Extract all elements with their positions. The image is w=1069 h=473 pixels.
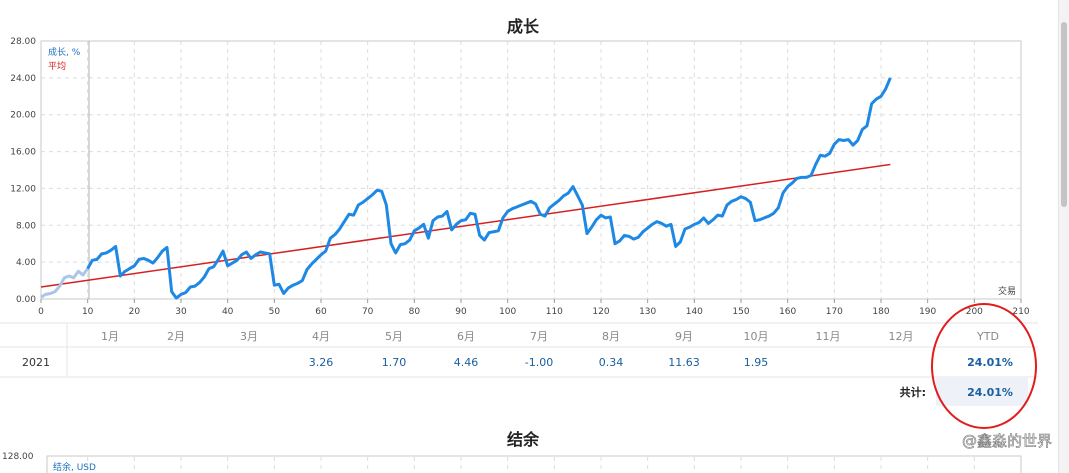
grid-lines [41,41,1021,299]
ytd-header: YTD [976,330,999,343]
month-header: 1月 [101,330,119,343]
balance-chart-title: 结余 [506,430,540,449]
plot-area [40,40,1022,300]
x-tick-label: 210 [1012,307,1029,317]
y-tick-label: 0.00 [16,295,36,305]
y-tick-label: 12.00 [10,184,36,194]
x-tick-label: 50 [269,307,281,317]
month-header: 5月 [385,330,403,343]
x-tick-label: 150 [732,307,749,317]
growth-line-initial [40,267,89,299]
x-tick-label: 130 [639,307,656,317]
legend-growth: 成长, % [48,46,81,58]
y-tick-label: 4.00 [16,258,36,268]
x-tick-label: 180 [872,307,889,317]
average-line [40,163,891,288]
x-tick-label: 110 [546,307,563,317]
balance-plot-area [46,455,1022,473]
legend-average: 平均 [48,60,66,72]
chart-title: 成长 [507,17,540,36]
month-value: 1.95 [744,356,769,369]
month-header: 10月 [744,330,769,343]
watermark-text: @鑫淼的世界 [962,432,1052,450]
month-header-row: 1月 2月 3月 4月 5月 6月 7月 8月 9月 10月 11月 12月 [101,330,914,343]
balance-grid-lines [87,457,975,473]
month-header: 4月 [312,330,330,343]
scrollbar-thumb[interactable] [1061,22,1067,207]
x-tick-label: 90 [455,307,467,317]
balance-y-tick: 128.00 [2,452,34,462]
x-tick-label: 200 [966,307,983,317]
month-value: -1.00 [525,356,553,369]
x-tick-label: 120 [592,307,609,317]
x-tick-label: 0 [38,307,44,317]
month-value: 3.26 [309,356,334,369]
y-tick-label: 20.00 [10,111,36,121]
month-value: 0.34 [599,356,624,369]
vertical-scrollbar[interactable] [1058,0,1069,473]
y-tick-label: 16.00 [10,148,36,158]
month-header: 6月 [457,330,475,343]
total-label: 共计: [900,385,926,399]
series-layer [40,77,892,300]
month-header: 11月 [816,330,841,343]
month-header: 3月 [240,330,258,343]
total-cell-bg [936,378,1028,406]
x-tick-label: 190 [919,307,936,317]
month-header: 8月 [602,330,620,343]
month-value: 11.63 [668,356,700,369]
total-value: 24.01% [967,386,1013,399]
year-label: 2021 [22,356,50,369]
x-axis-label: 交易 [998,285,1016,297]
monthly-values-row: 3.26 1.70 4.46 -1.00 0.34 11.63 1.95 [309,356,769,369]
ytd-value: 24.01% [967,356,1013,369]
x-tick-label: 160 [779,307,796,317]
y-tick-label: 24.00 [10,74,36,84]
x-tick-label: 70 [362,307,374,317]
x-tick-label: 140 [686,307,703,317]
month-value: 4.46 [454,356,479,369]
month-header: 9月 [675,330,693,343]
x-tick-label: 40 [222,307,234,317]
x-tick-label: 100 [499,307,516,317]
y-tick-label: 28.00 [10,37,36,47]
x-axis-ticks: 0 10 20 30 40 50 60 70 80 90 100 110 120 130 140 150 160… [38,299,1030,317]
x-tick-label: 170 [826,307,843,317]
month-value: 1.70 [382,356,407,369]
x-tick-label: 30 [175,307,187,317]
month-header: 7月 [530,330,548,343]
annotation-circle [931,303,1037,429]
x-tick-label: 60 [315,307,327,317]
x-tick-label: 10 [82,307,94,317]
growth-line [86,77,892,300]
balance-legend: 结余, USD [53,461,96,473]
x-tick-label: 80 [409,307,421,317]
month-header: 12月 [889,330,914,343]
y-tick-label: 8.00 [16,221,36,231]
y-axis-ticks: 0.00 4.00 8.00 12.00 16.00 20.00 24.00 28.00 [10,37,36,305]
month-header: 2月 [167,330,185,343]
x-tick-label: 20 [129,307,141,317]
